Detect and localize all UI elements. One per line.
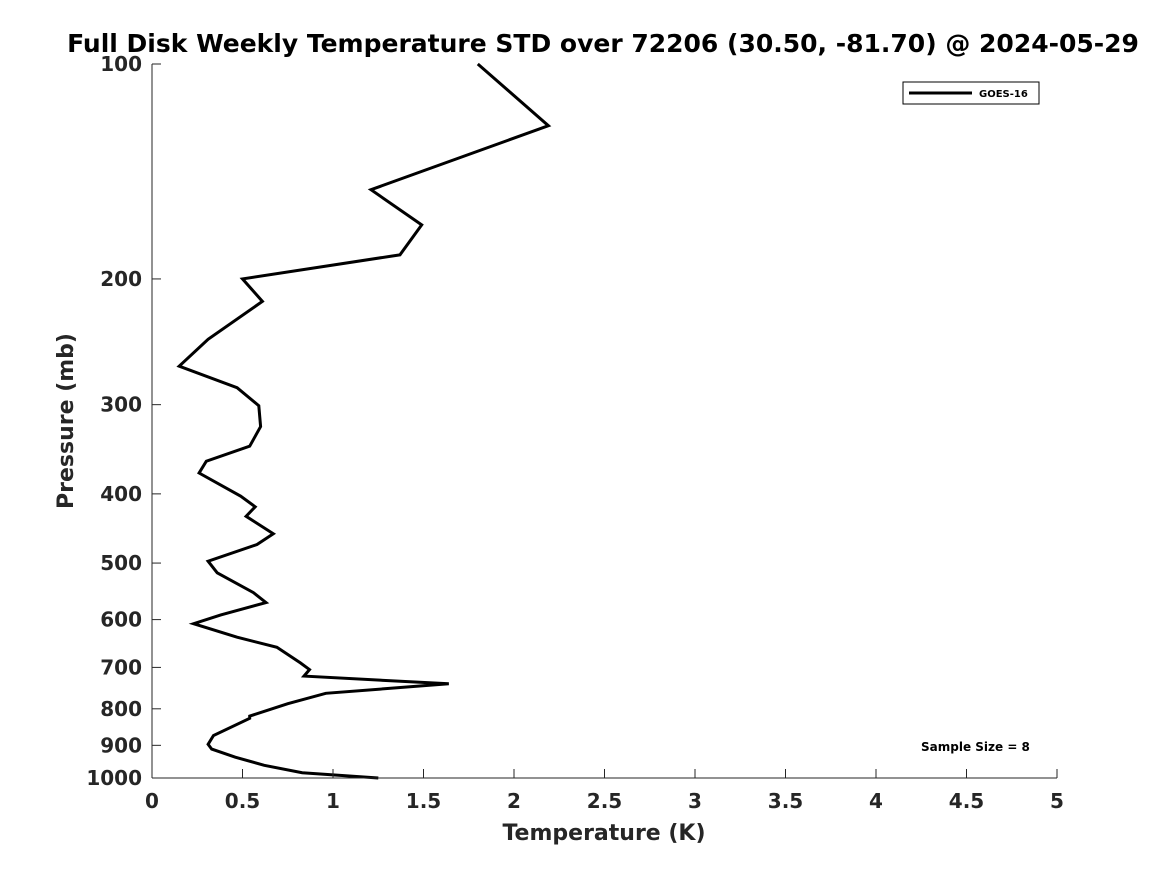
y-axis-label: Pressure (mb) [54,333,79,509]
y-tick-label: 800 [100,697,142,721]
x-tick-label: 1 [326,789,340,813]
y-axis-ticks: 100 200 300 400 500 600 700 800 900 1000 [86,52,161,790]
legend: GOES-16 [902,81,1040,105]
y-tick-label: 900 [100,733,142,757]
x-tick-label: 4 [869,789,883,813]
series-line-goes-16 [176,62,552,780]
x-tick-label: 3.5 [768,789,803,813]
x-axis-label: Temperature (K) [502,821,705,846]
y-tick-label: 700 [100,655,142,679]
y-tick-label: 400 [100,482,142,506]
chart-title: Full Disk Weekly Temperature STD over 72… [67,29,1139,58]
legend-label-goes-16: GOES-16 [979,89,1028,100]
x-axis-ticks: 0 0.5 1 1.5 2 2.5 3 3.5 4 4.5 5 [145,769,1064,813]
x-tick-label: 4.5 [949,789,984,813]
y-tick-label: 500 [100,551,142,575]
y-tick-label: 600 [100,608,142,632]
x-tick-label: 1.5 [406,789,441,813]
x-tick-label: 2.5 [587,789,622,813]
x-tick-label: 2 [507,789,521,813]
x-tick-label: 5 [1050,789,1064,813]
x-tick-label: 3 [688,789,702,813]
y-tick-label: 100 [100,52,142,76]
y-tick-label: 1000 [86,766,142,790]
y-tick-label: 200 [100,267,142,291]
x-tick-label: 0.5 [225,789,260,813]
x-tick-label: 0 [145,789,159,813]
y-tick-label: 300 [100,393,142,417]
sample-size-annotation: Sample Size = 8 [921,740,1030,754]
